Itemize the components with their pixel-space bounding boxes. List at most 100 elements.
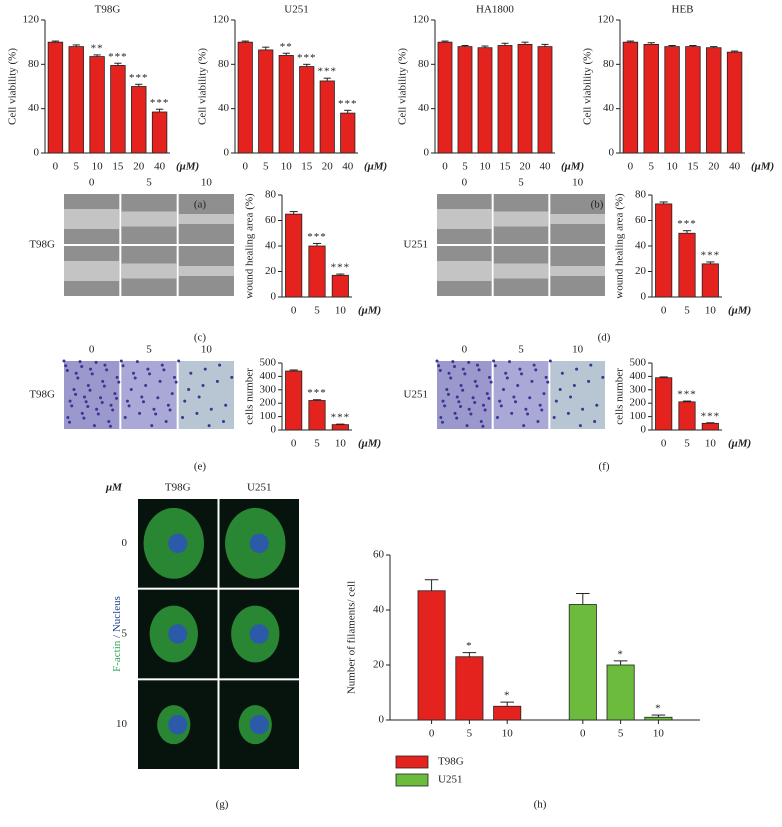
cell-dot [435,359,439,363]
x-tick-label: 5 [684,305,690,317]
legend-label: T98G [438,756,464,768]
cell-dot [498,399,502,403]
cell-dot [80,364,84,368]
y-tick-label: 20 [265,265,277,277]
y-tick-label: 300 [260,383,277,395]
cell-dot [530,379,534,383]
micrograph [121,361,177,429]
significance: *** [331,262,351,274]
y-axis-label: cells number [614,368,626,425]
x-tick-label: 5 [618,728,624,740]
y-tick-label: 40 [218,102,230,114]
cell-dot [181,415,185,419]
row-label: U251 [404,239,428,251]
column-label: 5 [146,177,152,189]
y-axis-label: Cell viability (%) [582,48,594,125]
x-tick-label: 5 [314,305,320,317]
bar [568,604,597,721]
unit-label: μM [105,482,123,494]
x-tick-label: 15 [301,161,313,173]
cell-dot [504,371,508,375]
cell-dot [481,424,485,428]
cell-dot [439,415,443,419]
cell-dot [516,383,520,387]
y-axis-label: Cell viability (%) [197,48,209,125]
stain-part: / [111,632,123,641]
x-tick-label: 5 [649,161,655,173]
y-tick-label: 20 [635,265,647,277]
wound-gap [64,209,120,229]
cell-dot [467,360,471,364]
cell-dot [493,364,497,368]
cell-dot [443,404,447,408]
cell-dot [446,392,450,396]
wound-gap [493,263,549,279]
significance: * [466,640,473,652]
cell-dot [95,407,99,411]
x-unit: (μM) [358,438,381,450]
x-tick-label: 5 [684,438,690,450]
y-tick-label: 80 [603,58,615,70]
x-unit: (μM) [728,438,751,450]
x-tick-label: 20 [322,161,334,173]
bar [437,41,453,154]
cell-dot [183,399,187,403]
cell-dot [455,416,459,420]
legend-label: U251 [438,774,462,786]
y-axis-label: cells number [244,368,256,425]
significance: *** [338,98,358,110]
x-tick-label: 10 [335,438,347,450]
significance: *** [677,389,697,401]
y-tick-label: 100 [260,410,277,422]
row-label: T98G [29,239,55,251]
x-tick-label: 20 [520,161,532,173]
bar [319,80,335,154]
cell-dot [135,360,139,364]
y-tick-label: 40 [373,604,385,616]
x-tick-label: 5 [74,161,80,173]
cell-dot [160,363,164,367]
bar [258,49,274,154]
cell-dot [542,392,546,396]
cell-dot [495,415,499,419]
chart-title: HA1800 [476,4,514,16]
cell-dot [111,408,115,412]
cell-dot [108,424,112,428]
cell-dot [174,380,178,384]
bar [89,56,105,154]
cell-dot [125,399,129,403]
cell-dot [465,424,469,428]
row-label: U251 [404,389,428,401]
bar [285,370,303,431]
cell-dot [455,395,459,399]
cell-dot [103,363,107,367]
stain-part: F-actin [111,640,123,672]
cell-dot [572,383,576,387]
y-tick-label: 200 [260,397,277,409]
column-label: 10 [572,344,584,356]
cell-dot [481,403,485,407]
cell-dot [451,360,455,364]
cell-dot [452,364,456,368]
y-tick-label: 120 [23,14,40,26]
cell-dot [589,363,593,367]
significance: ** [280,41,293,53]
cell-dot [100,400,104,404]
cell-dot [554,399,558,403]
x-tick-label: 10 [281,161,293,173]
cell-dot [441,399,445,403]
bar [110,65,126,154]
cell-dot [129,388,133,392]
cell-dot [105,368,109,372]
cell-dot [575,367,579,371]
stain-label: F-actin / Nucleus [111,596,123,672]
x-tick-label: 0 [661,305,667,317]
x-tick-label: 10 [480,161,492,173]
cell-dot [86,383,90,387]
cell-dot [463,372,467,376]
nucleus [249,624,269,644]
cell-dot [508,360,512,364]
cell-dot [144,383,148,387]
stain-part: Nucleus [111,596,123,632]
